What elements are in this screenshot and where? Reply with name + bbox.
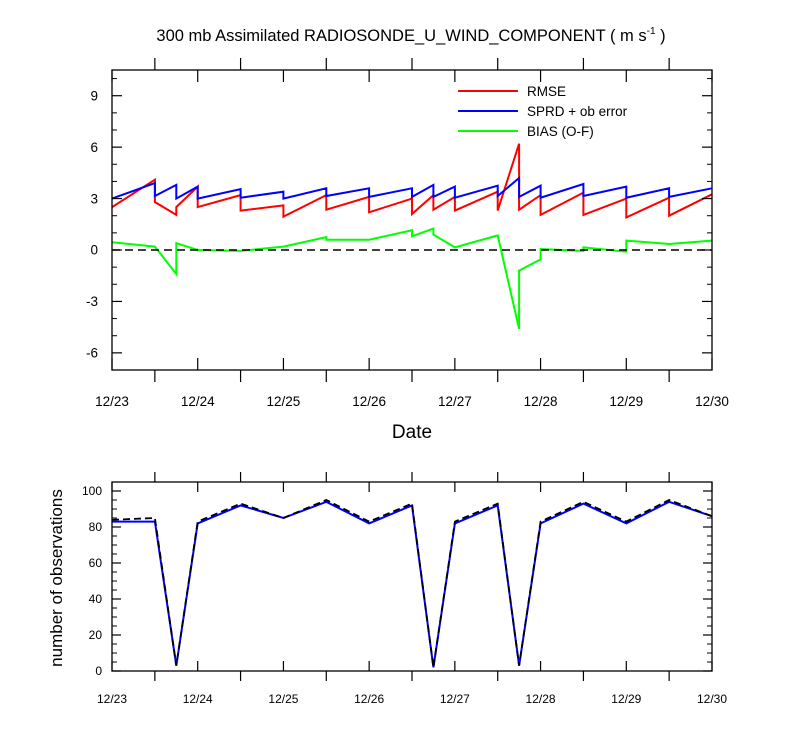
bottom-ticks-layer: 12/23 12/24 12/25 12/26 12/27 12/28 12/29 12/30… [82, 472, 727, 706]
legend-label-bias-o-f: BIAS (O-F) [527, 124, 594, 139]
y-tick-label: -3 [86, 294, 98, 309]
bottom-plot: 12/23 12/24 12/25 12/26 12/27 12/28 12/29 12/30… [82, 472, 727, 706]
y-tick-label: 60 [89, 556, 103, 570]
x-tick-label: 12/25 [268, 692, 298, 706]
series-line-sprd-ob-error [111, 175, 713, 201]
top-legend: RMSE SPRD + ob error BIAS (O-F) [458, 84, 628, 139]
x-tick-label: 12/27 [438, 394, 472, 409]
x-tick-label: 12/26 [352, 394, 386, 409]
x-tick-label: 12/27 [440, 692, 470, 706]
bottom-series-layer [111, 499, 713, 668]
chart-title: 300 mb Assimilated RADIOSONDE_U_WIND_COM… [156, 26, 665, 45]
series-line-bias-o-f [111, 227, 713, 330]
y-tick-label: 80 [89, 520, 103, 534]
top-ticks-layer: 12/23 12/24 12/25 12/26 12/27 12/28 12/29 12/30… [86, 58, 729, 409]
y-tick-label: 0 [90, 243, 98, 258]
chart-title-close: ) [656, 27, 666, 45]
x-tick-label: 12/28 [524, 394, 558, 409]
x-tick-label: 12/24 [183, 692, 213, 706]
x-tick-label: 12/23 [97, 692, 127, 706]
x-tick-label: 12/29 [609, 394, 643, 409]
y-tick-label: 100 [82, 484, 102, 498]
y-tick-label: 6 [90, 140, 98, 155]
y-tick-label: -6 [86, 346, 98, 361]
x-tick-label: 12/23 [95, 394, 129, 409]
top-x-axis-label: Date [392, 422, 432, 443]
top-plot: 12/23 12/24 12/25 12/26 12/27 12/28 12/29 12/30… [86, 58, 729, 409]
chart-title-superscript: -1 [647, 26, 656, 37]
series-line-observations-dashed [111, 499, 713, 668]
x-tick-label: 12/25 [267, 394, 301, 409]
x-tick-label: 12/29 [611, 692, 641, 706]
y-tick-label: 9 [90, 88, 98, 103]
y-tick-label: 20 [89, 628, 103, 642]
y-tick-label: 40 [89, 592, 103, 606]
top-series-layer [111, 143, 713, 330]
chart-title-text: 300 mb Assimilated RADIOSONDE_U_WIND_COM… [156, 27, 646, 45]
x-tick-label: 12/28 [526, 692, 556, 706]
legend-label-rmse: RMSE [527, 84, 566, 99]
x-tick-label: 12/30 [695, 394, 729, 409]
series-line-rmse [111, 143, 713, 219]
legend-label-sprd-ob-error: SPRD + ob error [527, 104, 628, 119]
x-tick-label: 12/26 [354, 692, 384, 706]
bottom-y-axis-label: number of observations [47, 489, 66, 667]
y-tick-label: 0 [95, 664, 102, 678]
x-tick-label: 12/30 [697, 692, 727, 706]
y-tick-label: 3 [90, 191, 98, 206]
x-tick-label: 12/24 [181, 394, 215, 409]
series-line-observations-solid [112, 500, 713, 668]
